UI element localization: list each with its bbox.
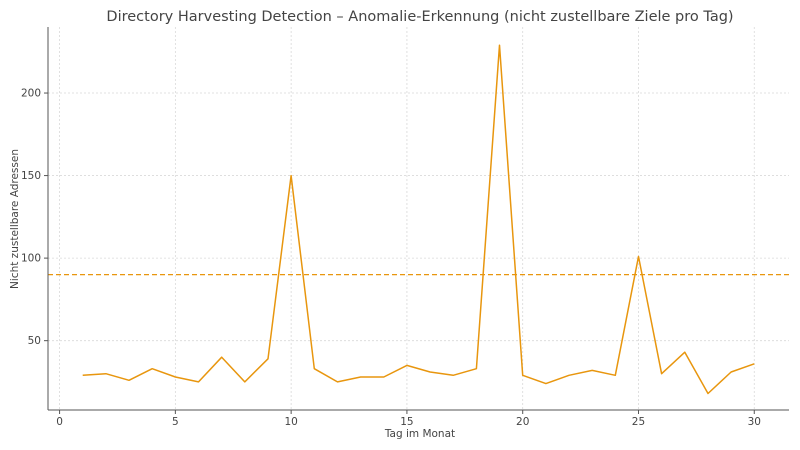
tick-labels: 0 5 10 15 20 25 30 50 100 150 200 [21,88,761,428]
x-tick-label: 25 [632,416,645,428]
x-axis-label: Tag im Monat [384,428,455,440]
x-tick-label: 15 [400,416,413,428]
series-line [82,44,755,395]
y-tick-label: 150 [21,170,41,182]
axes [44,27,789,414]
y-tick-label: 100 [21,253,41,265]
x-tick-label: 10 [284,416,297,428]
y-tick-label: 50 [28,335,41,347]
x-tick-label: 30 [748,416,761,428]
y-tick-label: 200 [21,88,41,100]
x-tick-label: 5 [172,416,179,428]
x-tick-label: 20 [516,416,529,428]
grid-lines [48,27,789,410]
y-axis-label: Nicht zustellbare Adressen [9,149,21,289]
x-tick-label: 0 [56,416,63,428]
series-layer [82,44,755,395]
chart-title: Directory Harvesting Detection – Anomali… [106,9,733,25]
